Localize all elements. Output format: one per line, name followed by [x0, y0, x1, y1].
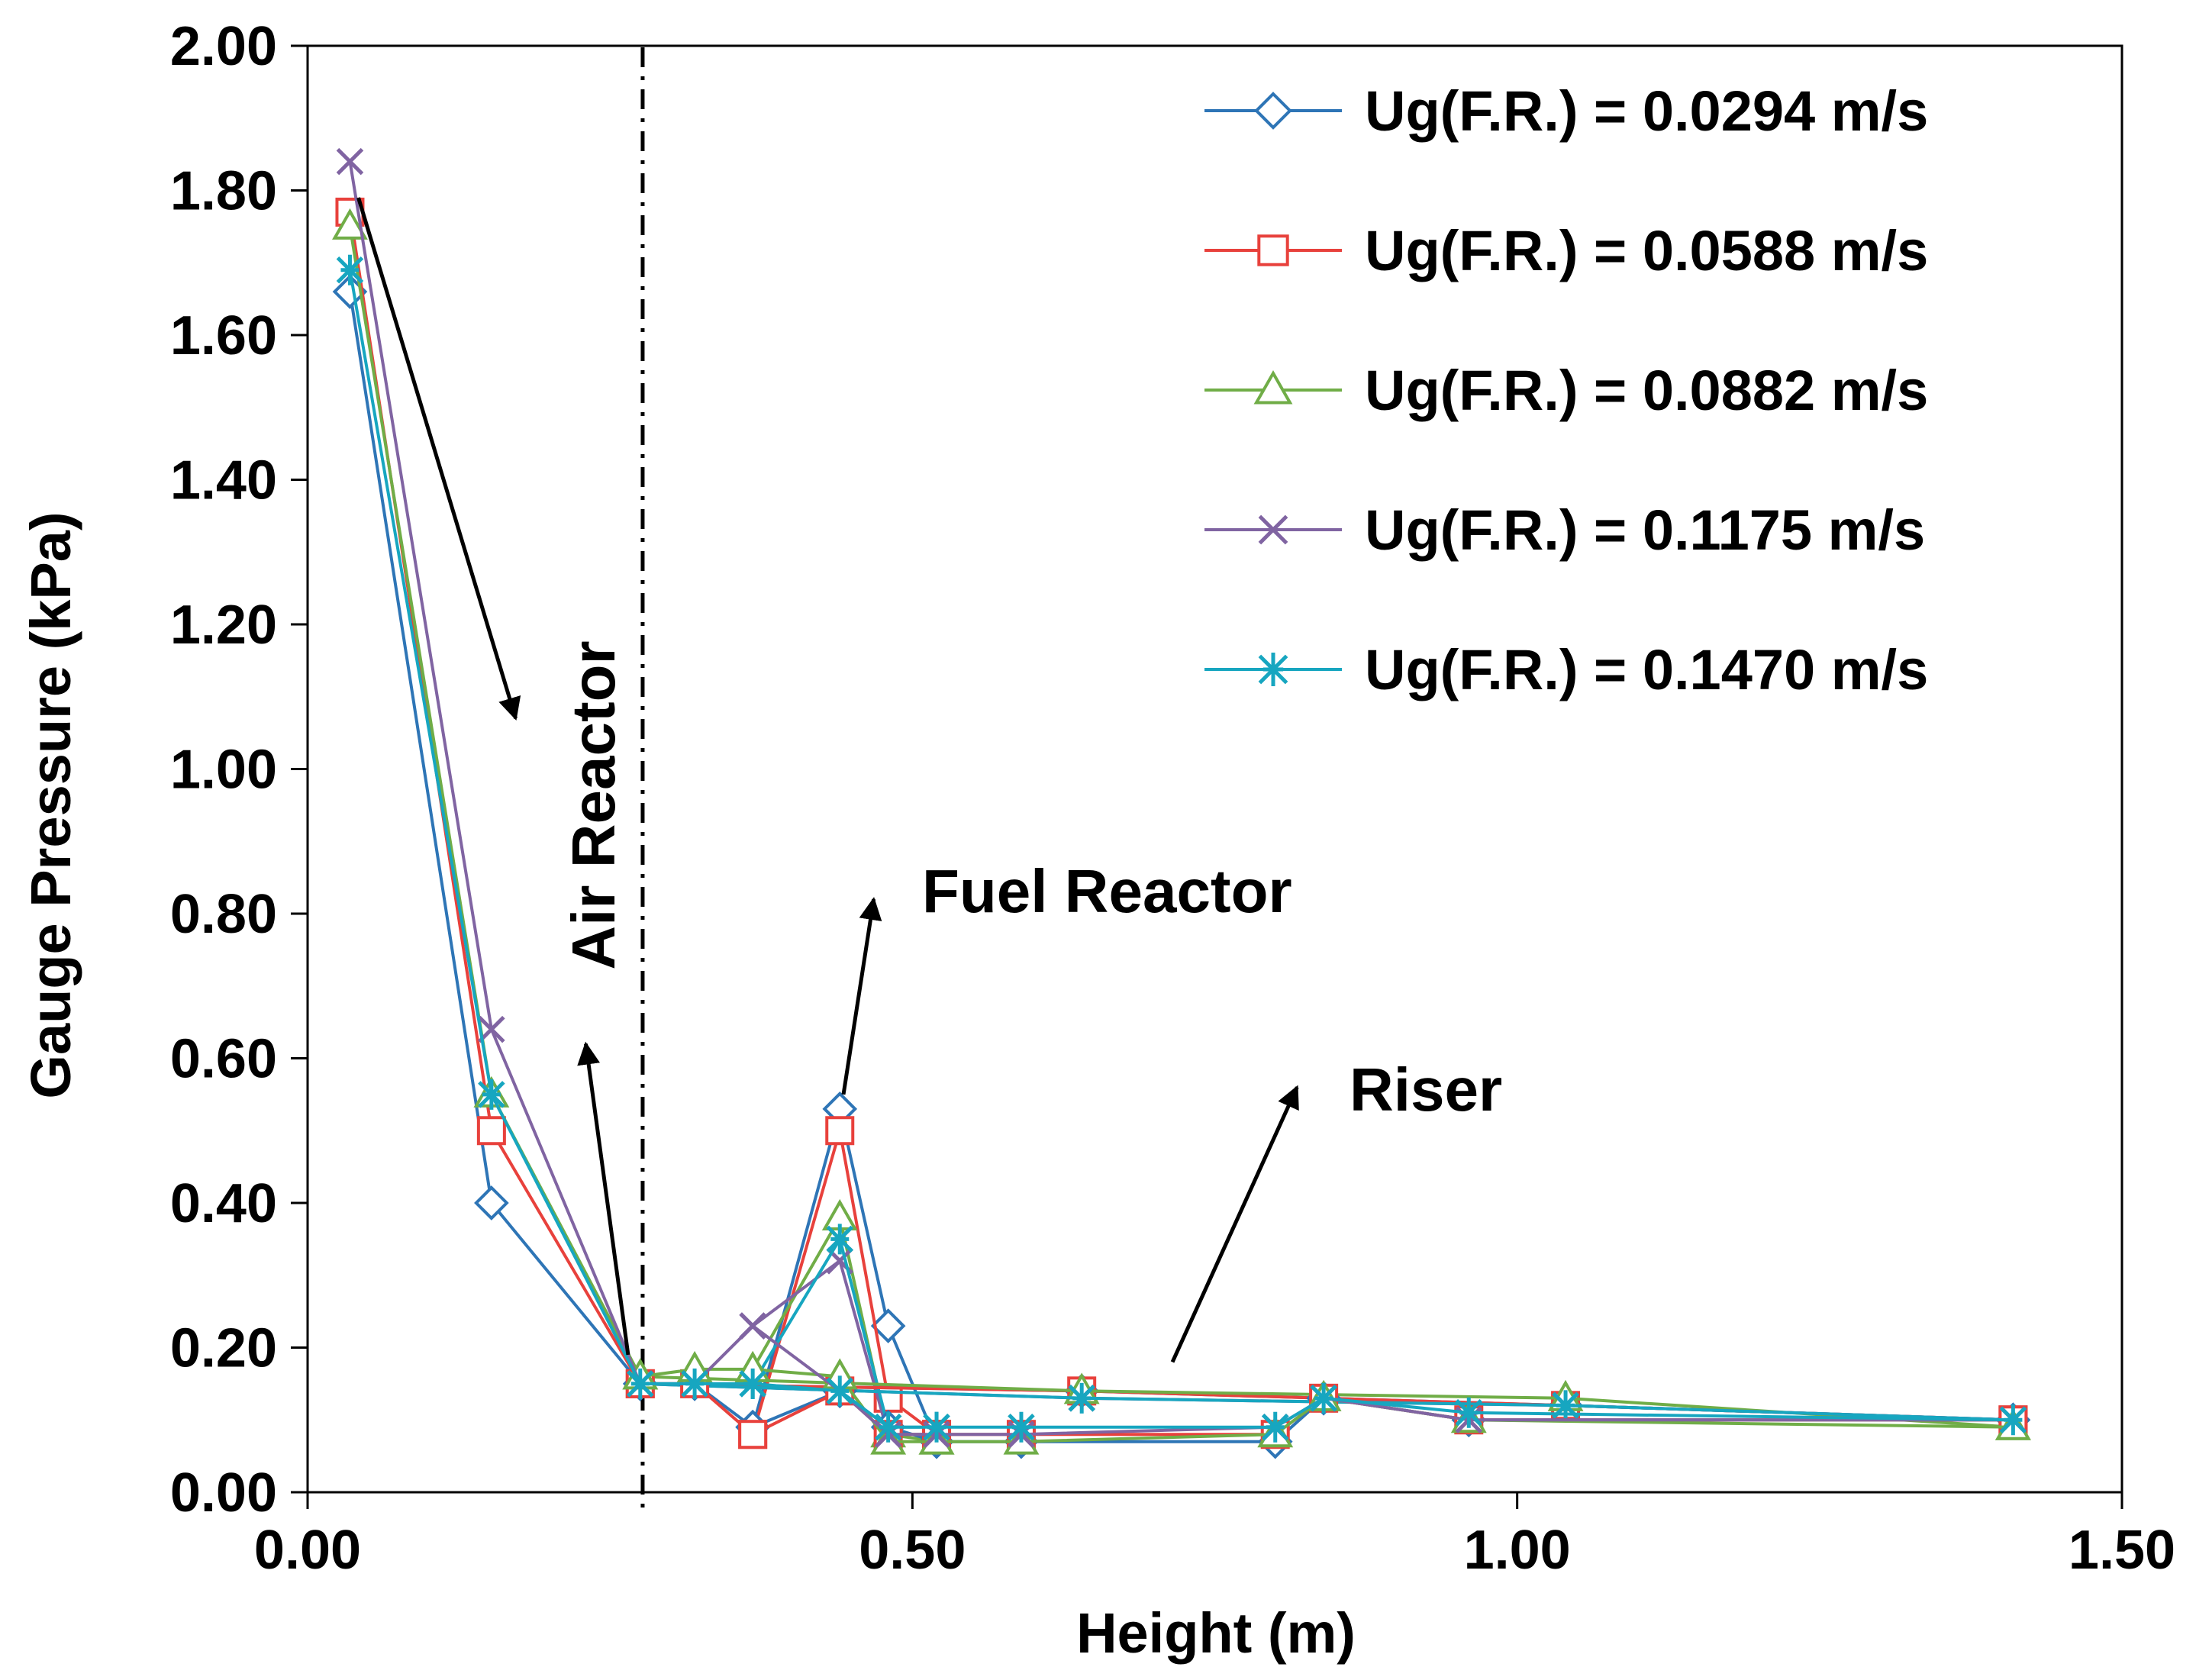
annotation-arrow-1	[356, 197, 521, 721]
legend-label: Ug(F.R.) = 0.0588 m/s	[1365, 219, 1928, 282]
series-line-segment	[751, 1129, 938, 1436]
data-point	[1008, 1411, 1035, 1443]
data-point	[1068, 1382, 1095, 1414]
legend-marker	[1253, 369, 1293, 405]
y-tick-label: 1.80	[170, 161, 277, 222]
legend-item: Ug(F.R.) = 0.0294 m/s	[1204, 79, 1928, 143]
data-point	[826, 1224, 854, 1255]
y-tick-label: 0.60	[170, 1029, 277, 1090]
legend-item: Ug(F.R.) = 0.1175 m/s	[1204, 498, 1925, 562]
data-point	[1261, 1411, 1289, 1443]
y-tick-label: 0.00	[170, 1462, 277, 1524]
y-tick-label: 0.40	[170, 1173, 277, 1234]
legend-item: Ug(F.R.) = 0.1470 m/s	[1204, 638, 1928, 701]
annotation-arrow-2	[577, 1041, 630, 1356]
y-tick-label: 0.20	[170, 1318, 277, 1379]
annotation-arrow-4	[1170, 1085, 1299, 1363]
x-tick-label: 0.50	[859, 1520, 966, 1581]
data-point	[627, 1368, 654, 1399]
legend-marker	[1258, 514, 1288, 545]
legend: Ug(F.R.) = 0.0294 m/s Ug(F.R.) = 0.0588 m…	[1204, 79, 1928, 701]
data-point	[1552, 1390, 1579, 1421]
annotation-air-reactor: Air Reactor	[559, 640, 627, 969]
y-tick-label: 2.00	[170, 16, 277, 77]
data-point	[478, 1015, 505, 1043]
data-point	[332, 208, 368, 240]
y-tick-label: 1.00	[170, 740, 277, 801]
legend-marker	[1258, 653, 1288, 686]
legend-item: Ug(F.R.) = 0.0882 m/s	[1204, 359, 1928, 422]
annotation-arrow-3	[841, 897, 882, 1095]
x-tick-label: 1.50	[2069, 1520, 2175, 1581]
plot-area: 0.00 0.20 0.40 0.60 0.80 1.00 1.20 1.40 1.60 1.80…	[170, 16, 2175, 1581]
data-point	[1999, 1404, 2027, 1436]
annotation-fuel-reactor: Fuel Reactor	[922, 857, 1292, 925]
y-tick-label: 1.40	[170, 450, 277, 511]
x-tick-label: 0.00	[254, 1520, 361, 1581]
data-point	[825, 1116, 855, 1146]
data-point	[1310, 1382, 1337, 1414]
legend-label: Ug(F.R.) = 0.1470 m/s	[1365, 638, 1928, 701]
x-axis-title: Height (m)	[1076, 1601, 1356, 1665]
data-point	[738, 1420, 768, 1449]
y-tick-label: 1.60	[170, 305, 277, 366]
data-point	[681, 1368, 708, 1399]
data-point	[870, 1308, 906, 1343]
data-point	[476, 1116, 506, 1146]
data-point	[478, 1079, 505, 1110]
data-point	[739, 1312, 766, 1340]
legend-marker	[1254, 92, 1292, 130]
data-point	[739, 1368, 766, 1399]
data-point	[336, 254, 364, 285]
y-tick-label: 1.20	[170, 595, 277, 656]
annotation-riser: Riser	[1350, 1056, 1502, 1124]
legend-label: Ug(F.R.) = 0.0882 m/s	[1365, 359, 1928, 422]
data-point	[474, 1185, 509, 1220]
y-tick-label: 0.80	[170, 884, 277, 945]
data-point	[923, 1411, 950, 1443]
series-line-segment	[751, 1107, 938, 1443]
data-point	[874, 1411, 902, 1443]
data-point	[336, 147, 364, 176]
y-axis-title: Gauge Pressure (kPa)	[19, 511, 82, 1098]
legend-item: Ug(F.R.) = 0.0588 m/s	[1204, 219, 1928, 282]
legend-marker	[1257, 234, 1289, 266]
legend-label: Ug(F.R.) = 0.1175 m/s	[1365, 498, 1925, 562]
legend-label: Ug(F.R.) = 0.0294 m/s	[1365, 79, 1928, 143]
data-point	[1455, 1397, 1483, 1428]
data-point	[826, 1375, 854, 1407]
x-tick-label: 1.00	[1464, 1520, 1571, 1581]
